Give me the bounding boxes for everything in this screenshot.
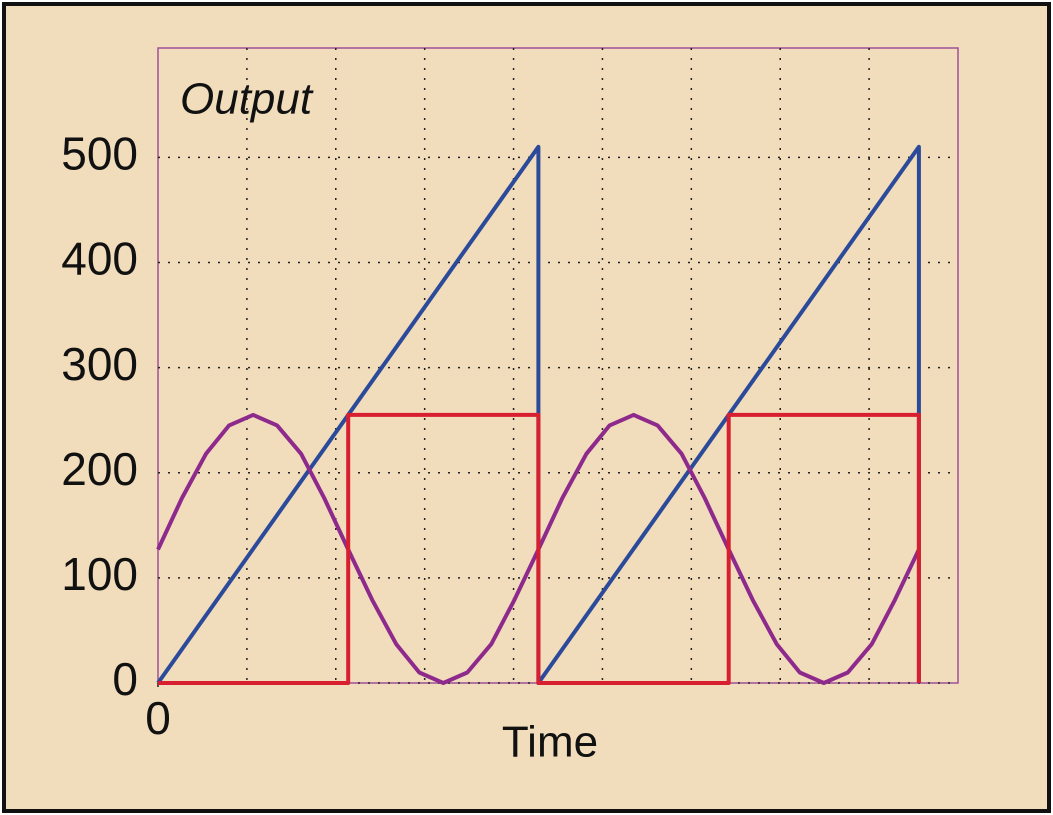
y-tick-label: 300 xyxy=(61,338,138,390)
y-tick-label: 400 xyxy=(61,233,138,285)
x-tick-label: 0 xyxy=(145,692,171,744)
y-tick-label: 200 xyxy=(61,443,138,495)
series-line xyxy=(158,412,921,685)
y-tick-label: 500 xyxy=(61,127,138,179)
y-tick-label: 0 xyxy=(112,653,138,705)
y-tick-label: 100 xyxy=(61,548,138,600)
x-axis-label: Time xyxy=(502,718,598,767)
